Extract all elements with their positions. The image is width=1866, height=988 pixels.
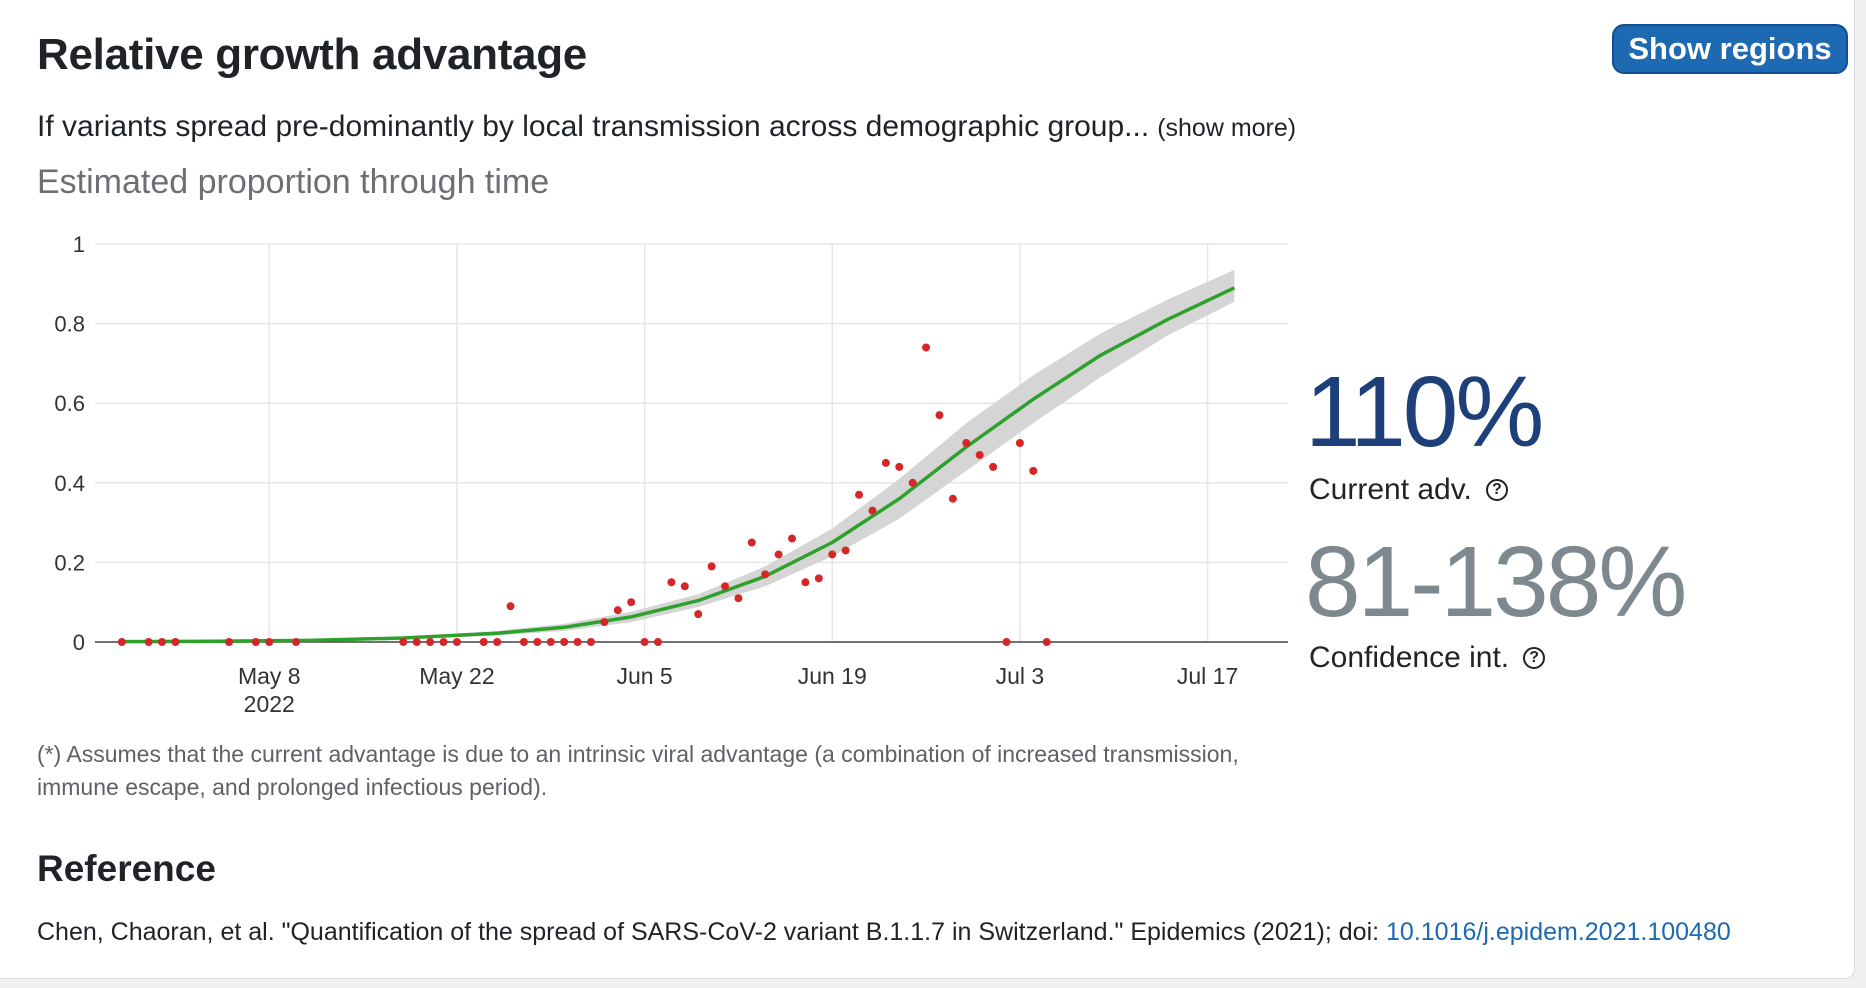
data-point <box>1042 638 1051 646</box>
data-point <box>680 582 689 591</box>
data-point <box>452 638 461 646</box>
y-tick-label: 0.2 <box>54 550 85 575</box>
data-point <box>399 638 408 646</box>
current-advantage-label: Current adv. ? <box>1309 473 1508 507</box>
help-icon[interactable]: ? <box>1523 647 1546 669</box>
y-tick-label: 0.4 <box>54 471 85 496</box>
show-regions-button[interactable]: Show regions <box>1612 24 1848 74</box>
data-point <box>600 618 609 627</box>
data-point <box>251 638 260 646</box>
current-advantage-value: 110% <box>1305 356 1544 468</box>
data-point <box>855 490 864 499</box>
data-point <box>908 478 917 487</box>
data-point <box>747 538 756 547</box>
data-point <box>493 638 502 646</box>
data-point <box>292 638 301 646</box>
citation-text: Chen, Chaoran, et al. "Quantification of… <box>37 918 1387 946</box>
data-point <box>962 439 971 447</box>
data-point <box>881 458 890 467</box>
data-point <box>560 638 569 646</box>
confidence-band <box>121 269 1235 642</box>
data-point <box>586 638 595 646</box>
confidence-interval-value: 81-138% <box>1305 526 1687 638</box>
x-tick-label: May 22 <box>419 663 494 689</box>
data-point <box>627 598 636 607</box>
reference-citation: Chen, Chaoran, et al. "Quantification of… <box>37 918 1731 947</box>
data-point <box>707 562 716 571</box>
data-point <box>989 462 998 471</box>
y-tick-label: 0 <box>73 630 85 655</box>
data-point <box>774 550 783 559</box>
x-tick-label: Jun 19 <box>798 663 867 689</box>
section-title: Relative growth advantage <box>37 30 587 79</box>
data-point <box>225 638 234 646</box>
description-text: If variants spread pre-dominantly by loc… <box>37 110 1150 143</box>
data-point <box>439 638 448 646</box>
x-tick-label: Jul 3 <box>996 663 1045 689</box>
data-point <box>653 638 662 646</box>
data-point <box>533 638 542 646</box>
fit-line <box>121 286 1236 644</box>
data-point <box>935 411 944 420</box>
show-more-link[interactable]: (show more) <box>1157 114 1297 142</box>
data-point <box>479 638 488 646</box>
data-point <box>868 506 877 515</box>
reference-heading: Reference <box>37 848 216 889</box>
help-icon[interactable]: ? <box>1485 479 1508 501</box>
data-point <box>144 638 153 646</box>
data-point <box>922 343 931 352</box>
data-point <box>426 638 435 646</box>
data-point <box>895 462 904 471</box>
data-point <box>975 450 984 459</box>
x-tick-sublabel: 2022 <box>244 691 295 717</box>
data-point <box>721 582 730 591</box>
data-point <box>158 638 167 646</box>
data-point <box>506 602 515 611</box>
data-point <box>734 594 743 603</box>
data-point <box>948 494 957 503</box>
data-point <box>667 578 676 587</box>
current-advantage-text: Current adv. <box>1309 473 1472 506</box>
x-tick-label: May 8 <box>238 663 301 689</box>
data-point <box>694 610 703 619</box>
data-point <box>519 638 528 646</box>
data-point <box>412 638 421 646</box>
data-point <box>801 578 810 587</box>
data-point <box>841 546 850 555</box>
data-point <box>1029 466 1038 475</box>
y-tick-label: 0.8 <box>54 312 85 337</box>
confidence-interval-text: Confidence int. <box>1309 641 1510 674</box>
data-point <box>788 534 797 543</box>
data-point <box>171 638 180 646</box>
x-tick-label: Jun 5 <box>616 663 672 689</box>
y-tick-label: 0.6 <box>54 391 85 416</box>
doi-link[interactable]: 10.1016/j.epidem.2021.100480 <box>1386 918 1731 946</box>
data-point <box>640 638 649 646</box>
description: If variants spread pre-dominantly by loc… <box>37 110 1296 144</box>
chart-subtitle: Estimated proportion through time <box>37 163 550 201</box>
x-tick-label: Jul 17 <box>1177 663 1238 689</box>
data-point <box>546 638 555 646</box>
data-point <box>117 638 126 646</box>
data-point <box>1002 638 1011 646</box>
data-point <box>573 638 582 646</box>
data-point <box>814 574 823 583</box>
data-point <box>828 550 837 559</box>
data-point <box>761 570 770 579</box>
data-point <box>265 638 274 646</box>
data-point <box>1015 439 1024 447</box>
y-tick-label: 1 <box>73 232 85 257</box>
confidence-interval-label: Confidence int. ? <box>1309 641 1546 675</box>
footnote: (*) Assumes that the current advantage i… <box>37 741 1239 800</box>
data-point <box>613 606 622 615</box>
